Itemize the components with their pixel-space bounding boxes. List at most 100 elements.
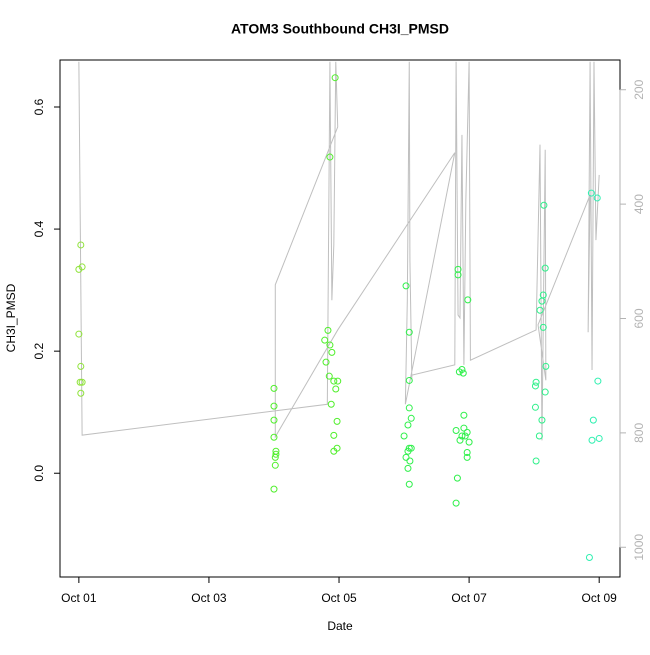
scatter-point [542,362,550,370]
scatter-point [270,485,278,493]
scatter-point [404,421,412,429]
y-axis-label: CH3I_PMSD [4,283,18,352]
scatter-point [541,264,549,272]
scatter-point [458,432,466,440]
scatter-point [78,378,86,386]
scatter-point [330,431,338,439]
scatter-point [326,153,334,161]
y2-tick-label: 1000 [632,534,646,561]
scatter-point [536,306,544,314]
scatter-point [405,376,413,384]
scatter-point [77,389,85,397]
y2-tick-label: 800 [632,423,646,443]
x-tick-label: Oct 05 [321,591,357,605]
scatter-point [463,428,471,436]
scatter-point [271,461,279,469]
scatter-point [325,372,333,380]
scatter-point [532,457,540,465]
scatter-point [531,382,539,390]
scatter-point [76,378,84,386]
scatter-point [538,297,546,305]
x-tick-label: Oct 09 [582,591,618,605]
scatter-point [463,448,471,456]
scatter-point [587,189,595,197]
scatter-point [460,424,468,432]
scatter-point [327,400,335,408]
scatter-point [75,330,83,338]
scatter-point [270,384,278,392]
scatter-point [330,377,338,385]
scatter-point [402,282,410,290]
scatter-point [463,453,471,461]
scatter-point [595,434,603,442]
scatter-point [453,474,461,482]
scatter-point [459,369,467,377]
scatter-point [404,464,412,472]
scatter-point [585,553,593,561]
scatter-point [321,336,329,344]
y-tick-label: 0.2 [32,342,46,359]
plot-area [75,61,603,561]
scatter-point [328,348,336,356]
scatter-point [330,447,338,455]
y2-tick-label: 400 [632,194,646,214]
scatter-point [405,328,413,336]
scatter-point [532,378,540,386]
scatter-point [322,358,330,366]
scatter-point [589,416,597,424]
scatter-point [539,323,547,331]
line-series [78,61,600,441]
scatter-point [407,444,415,452]
scatter-point [400,432,408,440]
scatter-point [405,480,413,488]
scatter-point [465,438,473,446]
scatter-point [271,453,279,461]
y-tick-label: 0.6 [32,98,46,115]
scatter-point [332,385,340,393]
x-tick-label: Oct 07 [451,591,487,605]
y-tick-label: 0.4 [32,220,46,237]
scatter-point [464,296,472,304]
scatter-point [270,402,278,410]
scatter-point [594,377,602,385]
scatter-point [454,271,462,279]
x-tick-label: Oct 03 [191,591,227,605]
scatter-point [531,403,539,411]
scatter-point [324,326,332,334]
scatter-point [452,427,460,435]
scatter-point [461,432,469,440]
scatter-point [326,341,334,349]
scatter-point [334,377,342,385]
scatter-point [541,388,549,396]
scatter-point [270,433,278,441]
scatter-point [77,241,85,249]
scatter-point [75,265,83,273]
scatter-point [402,453,410,461]
scatter-point [535,432,543,440]
scatter-point [588,436,596,444]
scatter-point [405,404,413,412]
scatter-point [333,417,341,425]
x-tick-label: Oct 01 [61,591,97,605]
scatter-point [458,365,466,373]
scatter-point [270,416,278,424]
scatter-point [406,457,414,465]
scatter-point [272,450,280,458]
y2-tick-label: 200 [632,79,646,99]
scatter-point [456,436,464,444]
scatter-point [540,201,548,209]
scatter-point [407,414,415,422]
x-axis-label: Date [327,619,353,633]
scatter-point [454,265,462,273]
scatter-point [77,362,85,370]
y2-tick-label: 600 [632,308,646,328]
chart-title: ATOM3 Southbound CH3I_PMSD [231,21,449,37]
scatter-point [452,499,460,507]
scatter-point [460,411,468,419]
scatter-point [538,416,546,424]
scatter-point [331,74,339,82]
y-tick-label: 0.0 [32,465,46,482]
scatter-point [593,194,601,202]
